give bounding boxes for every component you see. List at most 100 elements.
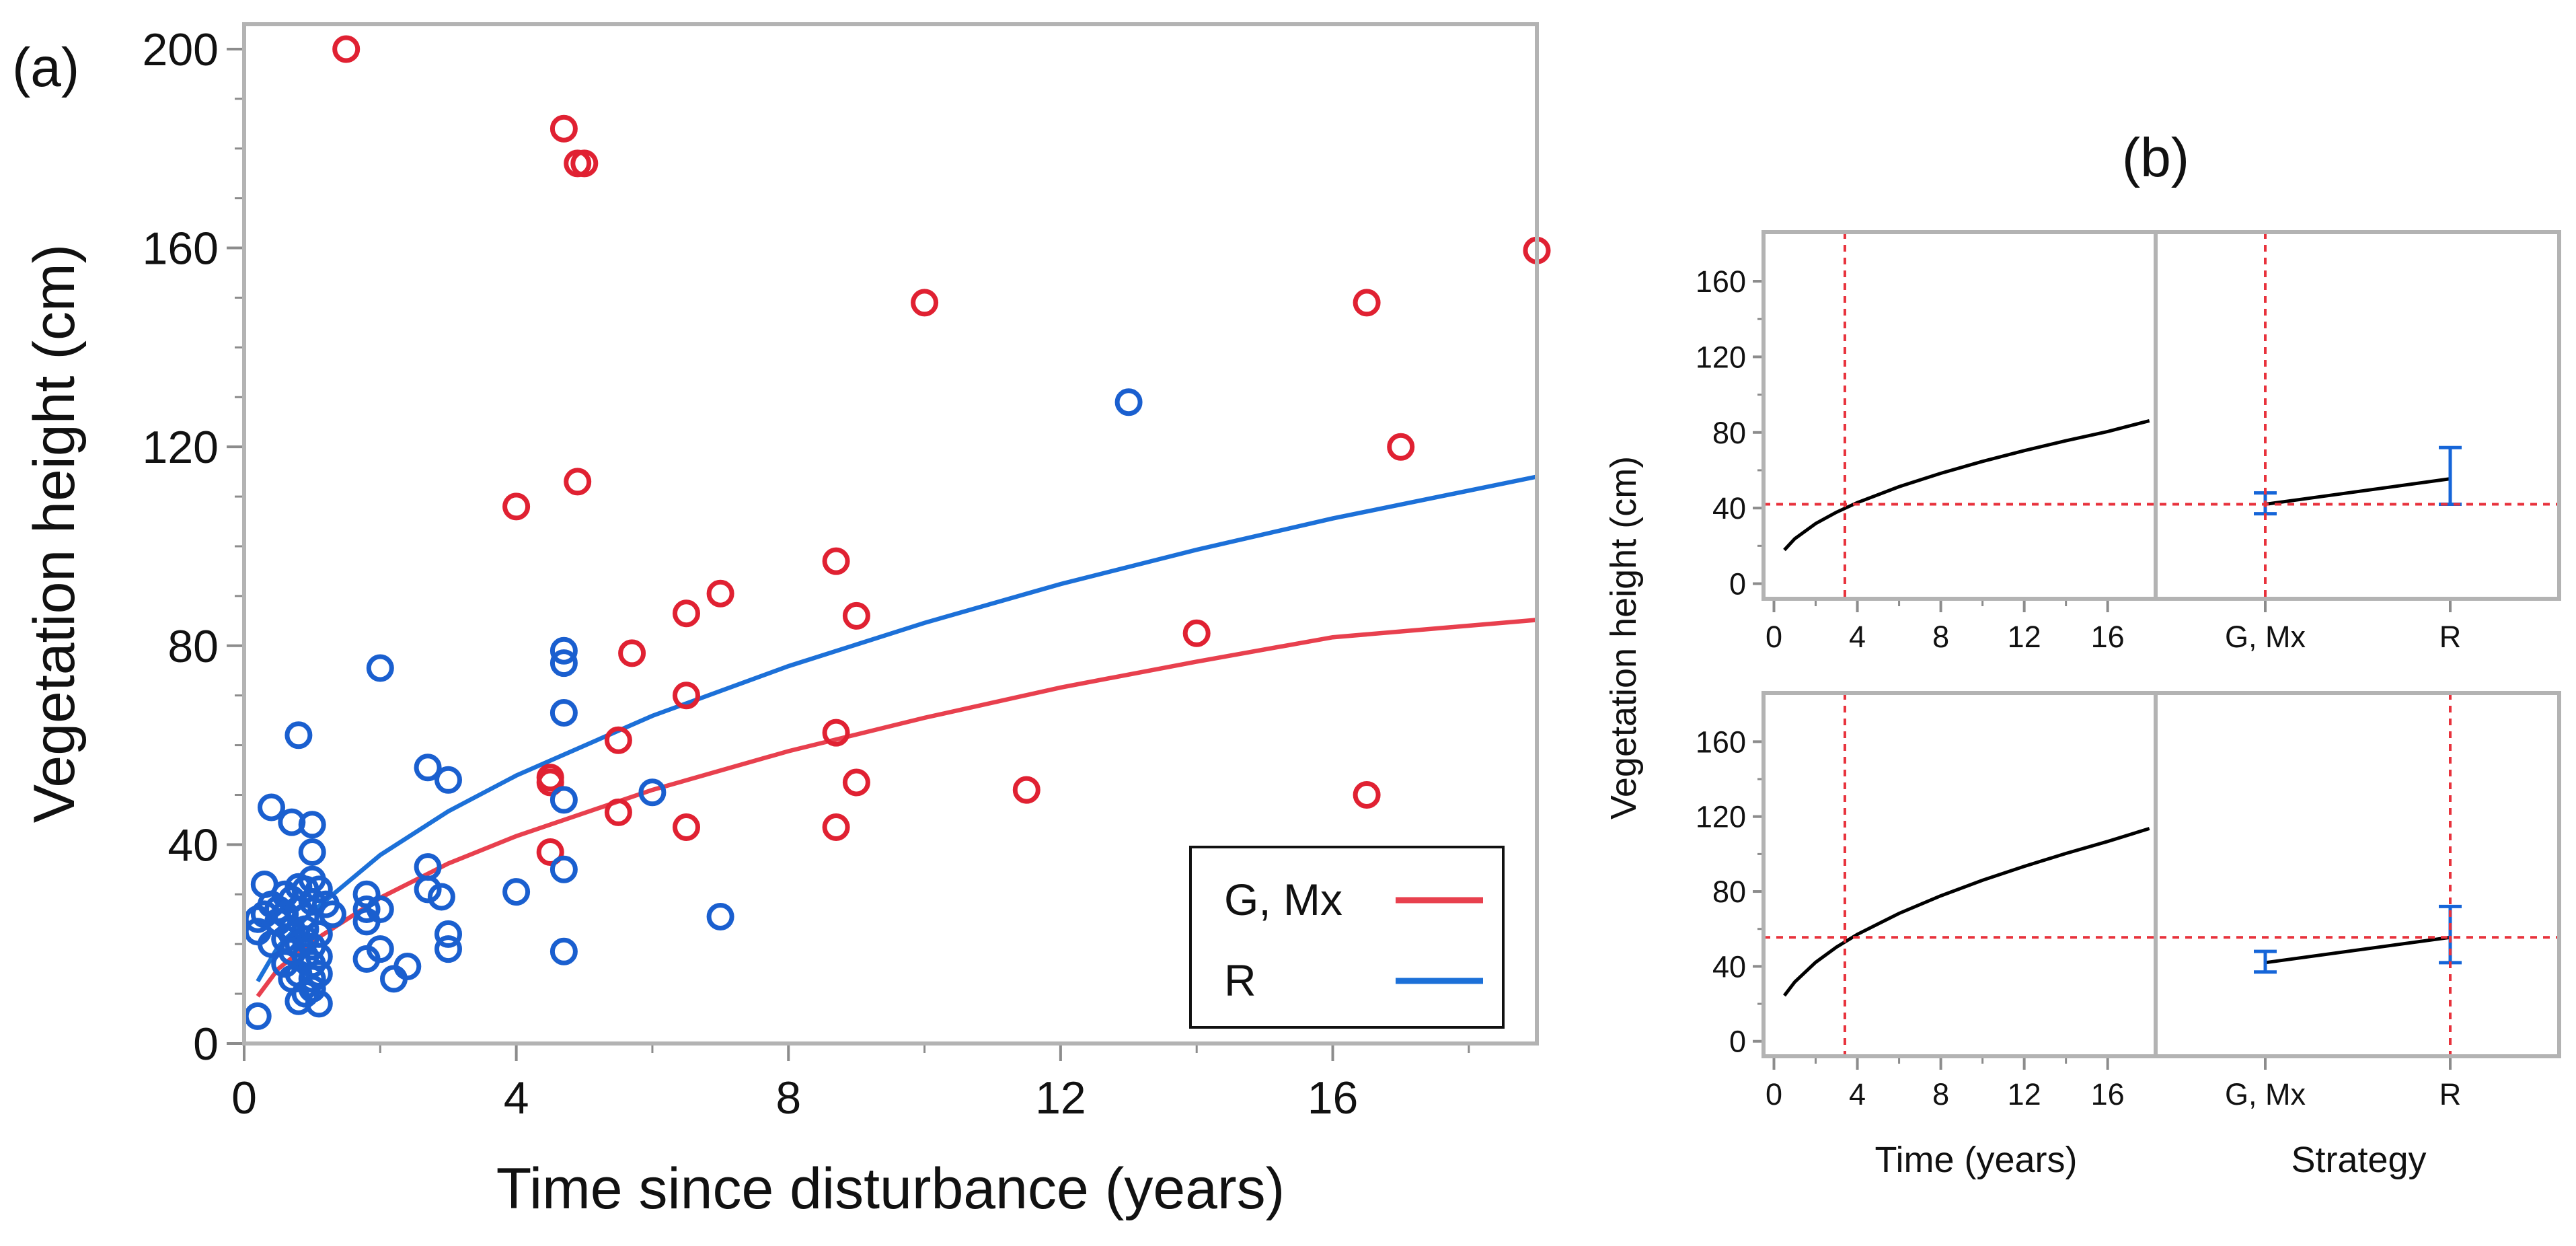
data-point-g-mx	[332, 35, 361, 63]
panel-a-plot-frame	[242, 22, 1539, 1046]
data-point-g-mx	[564, 468, 592, 496]
legend-label-r: R	[1224, 955, 1256, 1005]
data-point-g-mx	[1182, 619, 1211, 647]
profiler-time-tick-label: 4	[1849, 1077, 1866, 1111]
y-tick-label: 160	[143, 223, 219, 274]
panel-b-y-axis-label: Vegetation height (cm)	[1603, 456, 1644, 819]
profiler-time-tick-label: 8	[1932, 620, 1949, 654]
data-point-g-mx	[673, 599, 700, 628]
data-point-r	[285, 721, 313, 749]
x-tick-label: 4	[504, 1072, 529, 1124]
data-point-r	[258, 793, 285, 821]
panel-a-y-axis-label: Vegetation height (cm)	[22, 244, 87, 823]
strategy-profile-frame	[2154, 230, 2561, 601]
data-point-r	[550, 937, 578, 965]
time-profile-curve	[1783, 418, 2150, 552]
time-profile-frame	[1761, 230, 2158, 601]
data-point-g-mx	[550, 114, 578, 143]
data-point-r	[352, 880, 381, 908]
data-point-r	[298, 965, 326, 993]
profiler-y-tick-label: 120	[1696, 800, 1746, 834]
profiler-y-tick-label: 0	[1729, 1025, 1746, 1059]
data-point-r	[298, 811, 326, 839]
data-point-r	[305, 990, 333, 1018]
data-point-r	[298, 887, 326, 916]
data-point-g-mx	[604, 798, 632, 826]
profiler-y-tick-label: 0	[1729, 567, 1746, 601]
y-tick-label: 40	[167, 819, 219, 871]
data-point-g-mx	[502, 492, 531, 521]
data-point-r	[414, 875, 442, 904]
profiler-y-tick-label: 40	[1712, 491, 1746, 525]
profiler-time-tick-label: 8	[1932, 1077, 1949, 1111]
data-point-r	[638, 778, 667, 807]
profiler-strategy-tick-label: G, Mx	[2225, 620, 2306, 654]
data-point-r	[414, 754, 442, 782]
profiler-time-tick-label: 0	[1766, 1077, 1782, 1111]
strategy-profile-line	[2265, 935, 2451, 965]
profiler-strategy-tick-label: R	[2439, 1077, 2462, 1111]
data-point-r	[550, 699, 578, 727]
data-point-g-mx	[822, 813, 850, 841]
data-point-r	[427, 883, 455, 911]
profiler-time-tick-label: 12	[2008, 1077, 2041, 1111]
data-point-r	[434, 935, 462, 963]
data-point-r	[352, 945, 381, 973]
data-point-r	[352, 895, 381, 923]
data-point-g-mx	[673, 813, 700, 841]
strategy-profile-frame	[2154, 691, 2561, 1058]
data-point-r	[380, 965, 408, 993]
time-profile-curve	[1783, 827, 2150, 997]
y-tick-label: 0	[193, 1019, 219, 1070]
profiler-y-tick-label: 120	[1696, 340, 1746, 374]
legend: G, Mx R	[1189, 846, 1505, 1029]
panel-b-time-axis-label: Time (years)	[1874, 1140, 2077, 1180]
y-tick-label: 200	[143, 24, 219, 75]
data-point-g-mx	[536, 768, 564, 797]
data-point-r	[352, 908, 381, 936]
panel-b-label: (b)	[2122, 127, 2189, 188]
x-tick-label: 12	[1035, 1072, 1086, 1124]
y-tick-label: 120	[143, 422, 219, 473]
profiler-time-tick-label: 16	[2091, 1077, 2125, 1111]
profiler-y-tick-label: 80	[1712, 416, 1746, 450]
profiler-y-tick-label: 40	[1712, 949, 1746, 984]
data-point-r	[434, 766, 462, 794]
data-point-r	[243, 1002, 272, 1030]
profiler-row-2: 0 40 80 120 160 0 4 8 12 16 G, Mx R	[1696, 691, 2561, 1111]
y-tick-label: 80	[167, 621, 219, 672]
data-point-r	[550, 786, 578, 814]
data-point-r	[298, 838, 326, 866]
profiler-strategy-tick-label: R	[2439, 620, 2462, 654]
profiler-y-tick-label: 160	[1696, 264, 1746, 299]
data-point-r	[502, 878, 531, 906]
time-profile-frame	[1761, 691, 2158, 1058]
panel-b-strategy-axis-label: Strategy	[2291, 1140, 2426, 1180]
profiler-strategy-tick-label: G, Mx	[2225, 1077, 2306, 1111]
data-point-g-mx	[842, 601, 870, 630]
data-point-g-mx	[1387, 433, 1415, 461]
data-point-g-mx	[1012, 776, 1040, 804]
data-point-r	[550, 636, 578, 665]
x-tick-label: 8	[775, 1072, 801, 1124]
data-point-g-mx	[570, 149, 599, 178]
data-point-g-mx	[842, 768, 870, 797]
panel-a-points	[243, 35, 1551, 1030]
data-point-r	[550, 649, 578, 677]
data-point-g-mx	[618, 639, 646, 667]
legend-box	[1189, 846, 1505, 1029]
data-point-r	[319, 900, 346, 928]
profiler-y-tick-label: 160	[1696, 725, 1746, 759]
data-point-g-mx	[706, 579, 734, 608]
panel-a-label: (a)	[12, 37, 79, 98]
data-point-g-mx	[822, 719, 850, 747]
data-point-r	[434, 920, 462, 948]
x-tick-label: 16	[1308, 1072, 1359, 1124]
data-point-g-mx	[673, 682, 700, 710]
data-point-g-mx	[536, 838, 564, 866]
profiler-y-tick-label: 80	[1712, 875, 1746, 909]
